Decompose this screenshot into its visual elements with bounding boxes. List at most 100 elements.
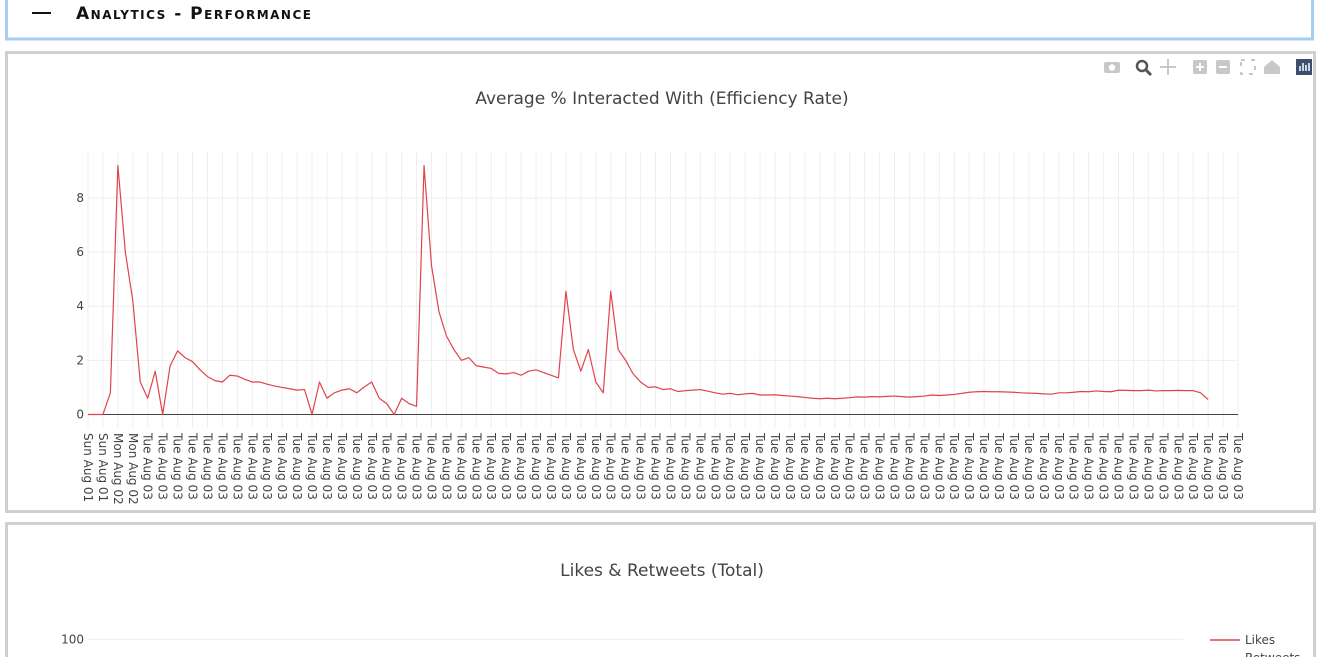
- x-tick-label: Mon Aug 02: [111, 433, 125, 505]
- x-tick-label: Tue Aug 03: [141, 432, 155, 500]
- x-tick-label: Tue Aug 03: [887, 432, 901, 500]
- x-tick-label: Tue Aug 03: [828, 432, 842, 500]
- x-tick-label: Tue Aug 03: [425, 432, 439, 500]
- x-tick-label: Tue Aug 03: [469, 432, 483, 500]
- chart-panel: [5, 51, 1316, 513]
- x-tick-label: Tue Aug 03: [230, 432, 244, 500]
- x-tick-label: Tue Aug 03: [215, 432, 229, 500]
- modebar: [1104, 59, 1312, 77]
- pan-icon[interactable]: [1160, 59, 1176, 75]
- x-tick-label: Tue Aug 03: [410, 432, 424, 500]
- x-tick-label: Tue Aug 03: [604, 432, 618, 500]
- reset-icon[interactable]: [1264, 60, 1280, 74]
- x-tick-label: Tue Aug 03: [1201, 432, 1215, 500]
- x-tick-label: Tue Aug 03: [260, 432, 274, 500]
- x-tick-label: Tue Aug 03: [439, 432, 453, 500]
- x-tick-label: Tue Aug 03: [738, 432, 752, 500]
- x-tick-label: Tue Aug 03: [678, 432, 692, 500]
- x-tick-label: Tue Aug 03: [484, 432, 498, 500]
- x-tick-label: Tue Aug 03: [514, 432, 528, 500]
- x-tick-label: Tue Aug 03: [589, 432, 603, 500]
- x-tick-label: Tue Aug 03: [693, 432, 707, 500]
- y-tick-label: 2: [76, 353, 84, 367]
- x-tick-label: Tue Aug 03: [992, 432, 1006, 500]
- x-tick-label: Tue Aug 03: [649, 432, 663, 500]
- x-tick-label: Tue Aug 03: [1052, 432, 1066, 500]
- x-tick-label: Mon Aug 02: [126, 433, 140, 505]
- chart-title: Average % Interacted With (Efficiency Ra…: [475, 89, 848, 109]
- x-tick-label: Tue Aug 03: [932, 432, 946, 500]
- x-tick-label: Tue Aug 03: [544, 432, 558, 500]
- y-tick-label: 8: [76, 191, 84, 205]
- x-tick-label: Tue Aug 03: [1156, 432, 1170, 500]
- x-tick-label: Tue Aug 03: [350, 432, 364, 500]
- x-tick-label: Tue Aug 03: [200, 432, 214, 500]
- x-tick-label: Tue Aug 03: [156, 432, 170, 500]
- zoom-icon[interactable]: [1135, 59, 1149, 73]
- x-tick-label: Tue Aug 03: [1022, 432, 1036, 500]
- x-tick-label: Tue Aug 03: [873, 432, 887, 500]
- y-tick-label: 0: [76, 407, 84, 421]
- x-tick-label: Tue Aug 03: [783, 432, 797, 500]
- x-tick-label: Tue Aug 03: [1067, 432, 1081, 500]
- camera-lens: [1108, 64, 1116, 71]
- x-tick-label: Tue Aug 03: [1097, 432, 1111, 500]
- x-tick-label: Tue Aug 03: [1037, 432, 1051, 500]
- x-tick-label: Tue Aug 03: [1216, 432, 1230, 500]
- chart-title: Likes & Retweets (Total): [560, 561, 764, 581]
- x-tick-label: Tue Aug 03: [708, 432, 722, 500]
- x-tick-label: Tue Aug 03: [245, 432, 259, 500]
- x-tick-label: Tue Aug 03: [529, 432, 543, 500]
- x-tick-label: Tue Aug 03: [305, 432, 319, 500]
- x-tick-label: Tue Aug 03: [947, 432, 961, 500]
- zoom-handle: [1144, 68, 1153, 77]
- x-tick-label: Sun Aug 01: [96, 433, 110, 502]
- x-tick-label: Tue Aug 03: [1141, 432, 1155, 500]
- x-tick-label: Tue Aug 03: [1126, 432, 1140, 500]
- x-tick-label: Tue Aug 03: [634, 432, 648, 500]
- x-tick-label: Tue Aug 03: [275, 432, 289, 500]
- x-tick-label: Tue Aug 03: [380, 432, 394, 500]
- x-tick-label: Tue Aug 03: [559, 432, 573, 500]
- x-tick-label: Sun Aug 01: [81, 433, 95, 502]
- x-tick-label: Tue Aug 03: [798, 432, 812, 500]
- y-tick-label: 6: [76, 245, 84, 259]
- chart-panel: [5, 522, 1316, 657]
- x-tick-label: Tue Aug 03: [843, 432, 857, 500]
- legend-label: Retweets: [1245, 651, 1300, 657]
- plus-sign: [1196, 63, 1204, 71]
- header-title: Analytics - Performance: [76, 4, 312, 24]
- x-tick-label: Tue Aug 03: [723, 432, 737, 500]
- x-tick-label: Tue Aug 03: [171, 432, 185, 500]
- x-tick-label: Tue Aug 03: [1186, 432, 1200, 500]
- x-tick-label: Tue Aug 03: [454, 432, 468, 500]
- legend-label: Likes: [1245, 633, 1275, 647]
- y-tick-label: 4: [76, 299, 84, 313]
- x-tick-label: Tue Aug 03: [663, 432, 677, 500]
- x-tick-label: Tue Aug 03: [1231, 432, 1245, 500]
- x-tick-label: Tue Aug 03: [395, 432, 409, 500]
- x-tick-label: Tue Aug 03: [574, 432, 588, 500]
- header-panel: [5, 0, 1314, 41]
- x-tick-label: Tue Aug 03: [290, 432, 304, 500]
- x-tick-label: Tue Aug 03: [1171, 432, 1185, 500]
- x-tick-label: Tue Aug 03: [813, 432, 827, 500]
- x-tick-label: Tue Aug 03: [902, 432, 916, 500]
- x-tick-label: Tue Aug 03: [977, 432, 991, 500]
- data-line: [88, 164, 1209, 416]
- x-tick-label: Tue Aug 03: [320, 432, 334, 500]
- x-tick-label: Tue Aug 03: [962, 432, 976, 500]
- x-tick-label: Tue Aug 03: [499, 432, 513, 500]
- x-tick-label: Tue Aug 03: [1007, 432, 1021, 500]
- x-tick-label: Tue Aug 03: [186, 432, 200, 500]
- x-tick-label: Tue Aug 03: [1112, 432, 1126, 500]
- x-tick-label: Tue Aug 03: [858, 432, 872, 500]
- logo-bars: [1299, 63, 1310, 71]
- x-tick-label: Tue Aug 03: [619, 432, 633, 500]
- y-tick-label: 100: [61, 632, 84, 646]
- autoscale-icon[interactable]: [1240, 59, 1256, 75]
- x-tick-label: Tue Aug 03: [365, 432, 379, 500]
- x-tick-label: Tue Aug 03: [753, 432, 767, 500]
